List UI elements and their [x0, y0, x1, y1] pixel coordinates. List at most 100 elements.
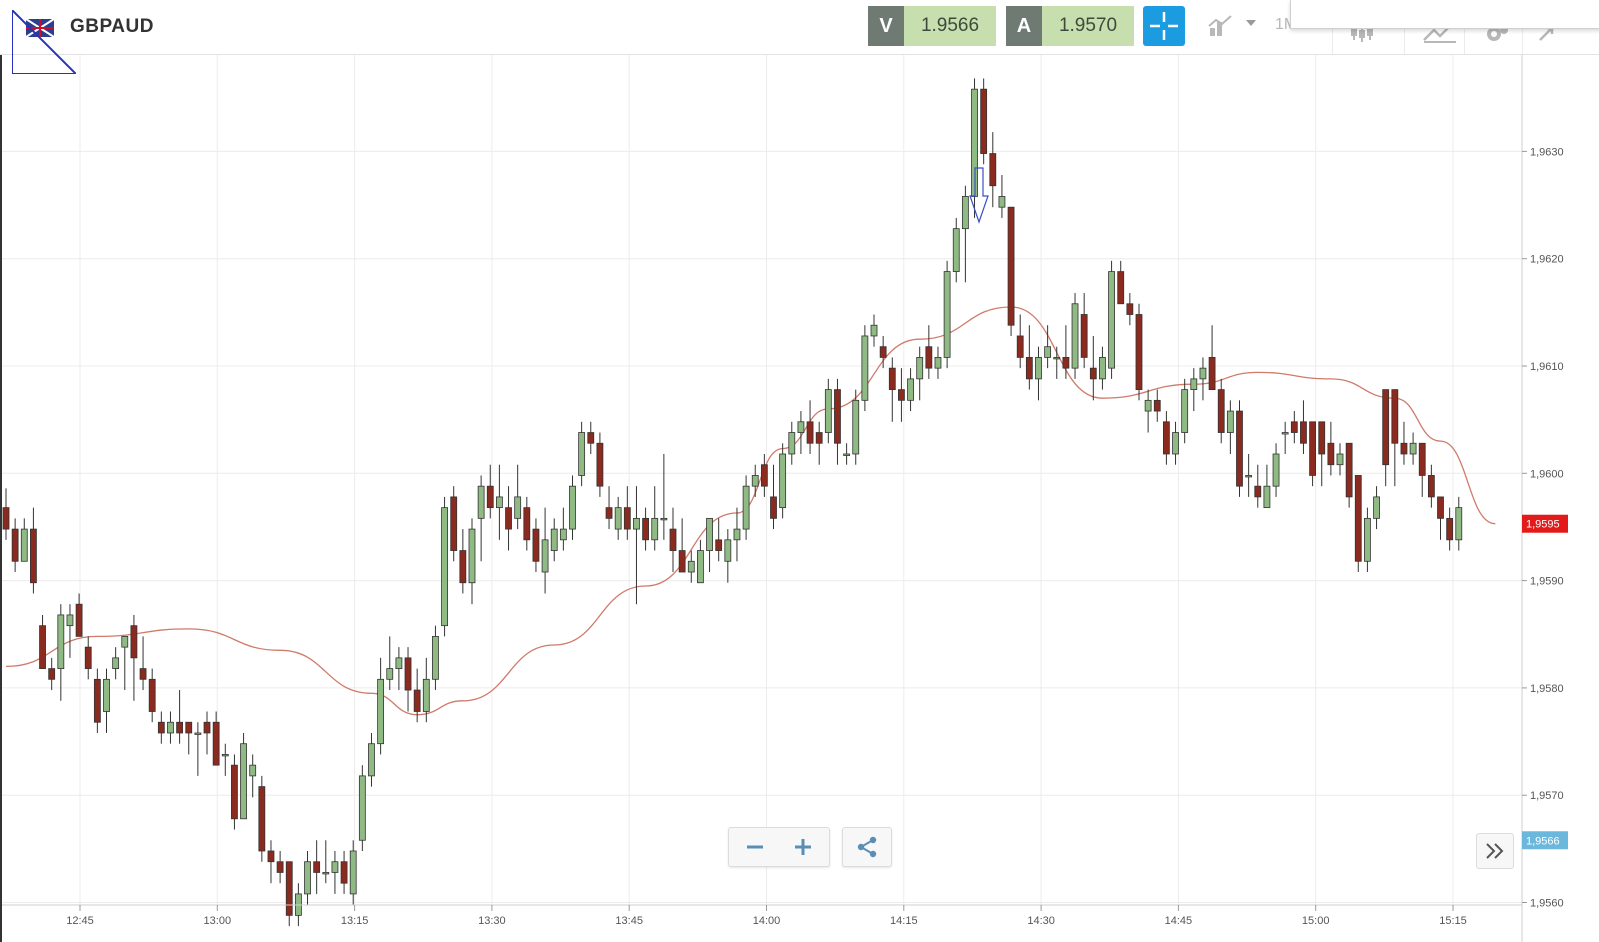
- candle: [1044, 325, 1052, 369]
- candle: [441, 496, 448, 637]
- candle: [1364, 507, 1371, 573]
- candle-body-up: [1099, 357, 1106, 380]
- candle: [1080, 293, 1088, 369]
- candle-body-up: [943, 271, 951, 358]
- candle-body-down: [148, 678, 156, 712]
- sell-quote-button[interactable]: V 1.9566: [868, 6, 996, 46]
- candle-body-down: [1418, 442, 1426, 476]
- symbol-name: GBPAUD: [70, 16, 154, 37]
- candle-body-down: [313, 861, 321, 873]
- candle: [578, 421, 586, 487]
- crosshair-icon: [1150, 12, 1178, 40]
- candle: [651, 486, 659, 551]
- chart-type-dropdown[interactable]: [1205, 12, 1261, 42]
- price-tags: 1,9595 1,9566: [1522, 514, 1568, 850]
- candle: [852, 389, 860, 465]
- candle-body-up: [843, 453, 851, 456]
- candle-body-up: [1245, 475, 1253, 478]
- zoom-controls: [728, 827, 830, 867]
- candle: [1427, 464, 1435, 508]
- candle: [48, 657, 56, 691]
- candle-body-up: [167, 721, 174, 734]
- minus-icon: [747, 845, 763, 849]
- candle-body-up: [1281, 432, 1289, 435]
- price-tick-label: 1,9600: [1530, 468, 1564, 480]
- candle: [1162, 411, 1170, 465]
- candle: [194, 722, 202, 776]
- candle: [605, 486, 613, 530]
- candle: [843, 443, 851, 465]
- candle: [75, 593, 83, 637]
- indicators-button[interactable]: [1420, 12, 1460, 44]
- candle: [751, 464, 759, 497]
- candle: [1455, 496, 1463, 551]
- price-tick-label: 1,9630: [1530, 146, 1564, 158]
- double-chevron-right-icon: [1486, 843, 1504, 859]
- candle: [157, 711, 165, 744]
- candle-body-up: [358, 775, 366, 841]
- candle: [1108, 260, 1115, 379]
- candle-body-down: [93, 678, 101, 723]
- candle: [1016, 314, 1024, 369]
- candle: [432, 625, 439, 691]
- indicators-icon: [1423, 21, 1456, 43]
- candle: [84, 636, 92, 680]
- time-tick-label: 14:15: [890, 915, 918, 927]
- candle-body-up: [240, 743, 247, 820]
- zoom-out-button[interactable]: [731, 828, 779, 866]
- candle: [870, 314, 878, 347]
- candle-body-up: [1172, 432, 1179, 455]
- candle: [2, 488, 10, 540]
- candle: [203, 711, 211, 755]
- ma-price-tag-label: 1,9595: [1526, 519, 1560, 531]
- scroll-to-latest-button[interactable]: [1476, 833, 1514, 869]
- candle-body-up: [477, 485, 485, 519]
- candle-body-up: [331, 861, 339, 873]
- candle-body-up: [1144, 399, 1152, 412]
- candle: [760, 453, 768, 497]
- candle: [569, 475, 576, 540]
- candle: [267, 840, 275, 884]
- candle: [925, 325, 933, 379]
- candle-body-down: [806, 421, 814, 444]
- share-button[interactable]: [843, 828, 891, 866]
- candle-body-down: [413, 689, 421, 712]
- candle-body-down: [925, 346, 933, 369]
- candle-body-up: [386, 668, 394, 680]
- candle: [961, 185, 969, 283]
- price-tick-label: 1,9620: [1530, 254, 1564, 266]
- candle: [358, 765, 366, 851]
- buy-quote-button[interactable]: A 1.9570: [1006, 6, 1134, 46]
- candle-body-down: [1437, 496, 1444, 519]
- candle: [934, 346, 942, 379]
- sell-label: V: [868, 6, 904, 46]
- candle: [1418, 442, 1426, 497]
- candle-body-up: [1455, 507, 1463, 541]
- candle: [1190, 368, 1198, 412]
- candle: [1245, 453, 1253, 497]
- candle: [523, 496, 531, 551]
- candle: [1300, 400, 1307, 454]
- zoom-in-button[interactable]: [779, 828, 827, 866]
- candle: [1117, 260, 1125, 305]
- candle-body-down: [139, 668, 147, 680]
- down-arrow-annotation: [969, 167, 989, 224]
- crosshair-button[interactable]: [1143, 6, 1185, 46]
- candle: [1226, 400, 1234, 454]
- candle-body-down: [1126, 303, 1134, 315]
- buy-label: A: [1006, 6, 1042, 46]
- candle: [788, 421, 796, 465]
- candle: [633, 486, 640, 605]
- price-tick-label: 1,9560: [1530, 898, 1564, 910]
- candle-body-up: [322, 872, 330, 875]
- candle-body-down: [532, 528, 540, 562]
- time-tick-label: 15:15: [1439, 915, 1467, 927]
- candle: [596, 432, 604, 497]
- candle: [340, 850, 348, 894]
- candle: [422, 657, 430, 723]
- time-tick-label: 12:45: [66, 915, 94, 927]
- candle-body-down: [203, 721, 211, 734]
- time-tick-label: 14:45: [1165, 915, 1193, 927]
- candle-body-up: [1190, 378, 1198, 391]
